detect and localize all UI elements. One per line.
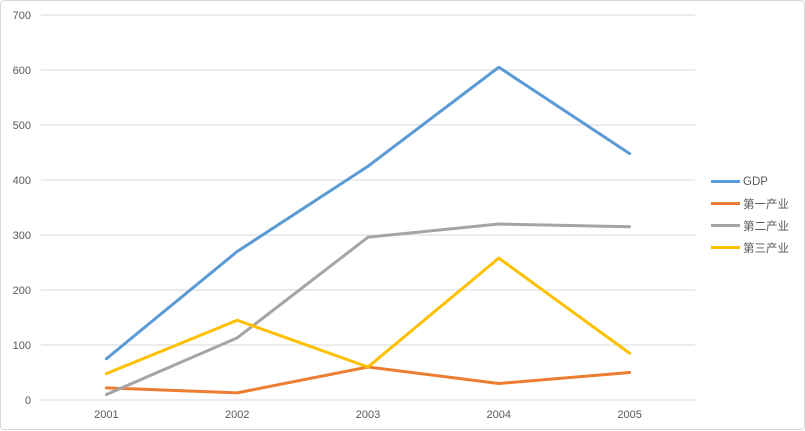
legend-item-GDP: GDP <box>711 174 789 189</box>
x-axis-tick-label: 2002 <box>225 409 249 421</box>
y-axis-tick-label: 0 <box>25 395 31 407</box>
legend-label: GDP <box>743 175 768 188</box>
legend-line-swatch <box>711 180 740 183</box>
x-axis-tick-label: 2003 <box>356 409 380 421</box>
y-axis-tick-label: 100 <box>13 340 31 352</box>
legend-line-swatch <box>711 202 740 205</box>
legend-label: 第三产业 <box>743 242 789 255</box>
x-axis-tick-label: 2001 <box>94 409 118 421</box>
chart-legend: GDP 第一产业第二产业第三产业 <box>711 174 789 262</box>
x-axis-tick-label: 2005 <box>617 409 641 421</box>
y-axis-tick-label: 500 <box>13 120 31 132</box>
y-axis-tick-label: 700 <box>13 10 31 22</box>
series-line-第二产业 <box>104 222 632 396</box>
series-line-GDP <box>104 65 632 361</box>
y-axis-tick-label: 400 <box>13 175 31 187</box>
legend-item-第二产业: 第二产业 <box>711 218 789 233</box>
legend-item-第三产业: 第三产业 <box>711 240 789 255</box>
legend-label: 第一产业 <box>743 198 789 211</box>
y-axis-tick-label: 200 <box>13 285 31 297</box>
series-line-第三产业 <box>104 256 632 376</box>
x-axis-tick-label: 2004 <box>487 409 511 421</box>
legend-line-swatch <box>711 224 740 227</box>
y-axis-tick-label: 300 <box>13 230 31 242</box>
legend-line-swatch <box>711 246 740 249</box>
legend-label: 第二产业 <box>743 220 789 233</box>
y-axis-tick-label: 600 <box>13 65 31 77</box>
series-line-第一产业 <box>104 365 632 395</box>
legend-item-第一产业: 第一产业 <box>711 196 789 211</box>
